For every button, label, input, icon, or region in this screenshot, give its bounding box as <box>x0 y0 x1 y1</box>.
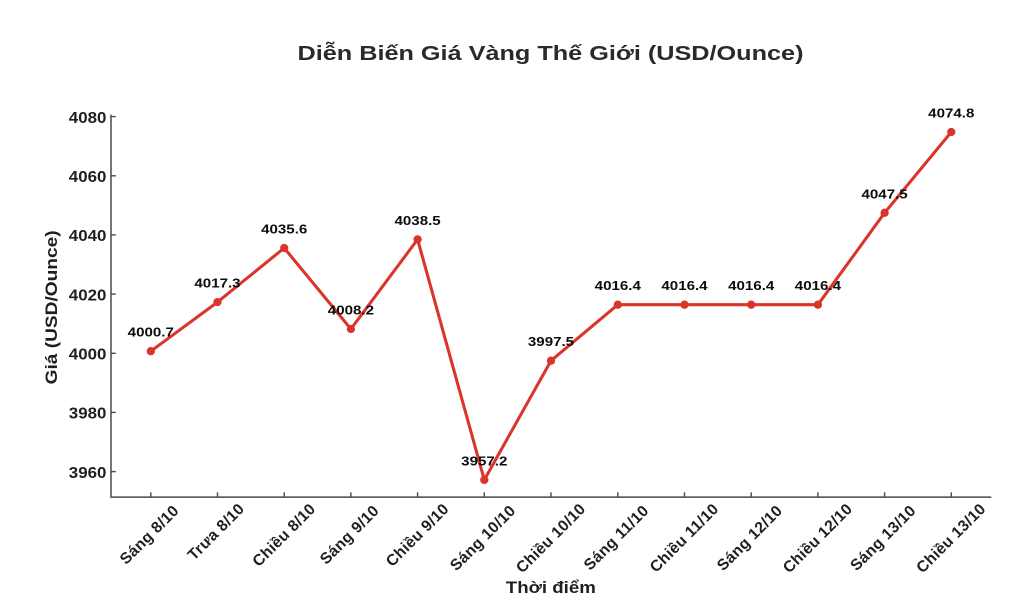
svg-text:4000: 4000 <box>69 347 107 364</box>
svg-text:4060: 4060 <box>69 169 107 186</box>
svg-text:4016.4: 4016.4 <box>661 279 707 293</box>
svg-text:4017.3: 4017.3 <box>194 277 240 291</box>
svg-text:4040: 4040 <box>69 228 107 245</box>
svg-text:4074.8: 4074.8 <box>928 107 974 121</box>
svg-text:3980: 3980 <box>69 406 107 423</box>
svg-text:4016.4: 4016.4 <box>728 279 774 293</box>
svg-text:Giá (USD/Ounce): Giá (USD/Ounce) <box>42 230 61 384</box>
svg-text:4047.5: 4047.5 <box>862 187 908 201</box>
svg-text:Diễn Biến Giá Vàng Thế Giới (U: Diễn Biến Giá Vàng Thế Giới (USD/Ounce) <box>298 41 804 65</box>
svg-text:4038.5: 4038.5 <box>395 214 441 228</box>
svg-text:4008.2: 4008.2 <box>328 304 374 318</box>
svg-text:4000.7: 4000.7 <box>128 326 174 340</box>
svg-text:4016.4: 4016.4 <box>795 279 841 293</box>
svg-text:4080: 4080 <box>69 110 107 127</box>
svg-text:3957.2: 3957.2 <box>461 454 507 468</box>
svg-text:4016.4: 4016.4 <box>595 279 641 293</box>
svg-text:Thời điểm: Thời điểm <box>506 578 596 597</box>
svg-text:4035.6: 4035.6 <box>261 223 307 237</box>
svg-text:3960: 3960 <box>69 465 107 482</box>
svg-text:3997.5: 3997.5 <box>528 335 574 349</box>
svg-text:4020: 4020 <box>69 287 107 304</box>
